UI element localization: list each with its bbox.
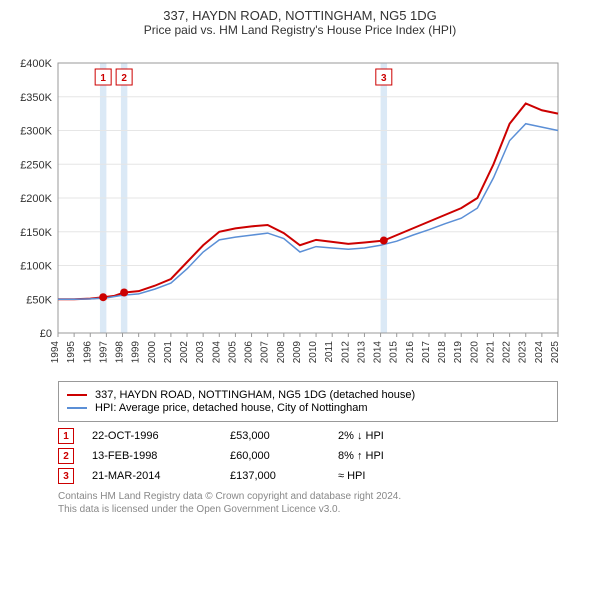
svg-text:2022: 2022 bbox=[502, 341, 513, 364]
svg-text:2013: 2013 bbox=[356, 341, 367, 364]
svg-text:2021: 2021 bbox=[485, 341, 496, 364]
svg-text:£350K: £350K bbox=[20, 92, 52, 104]
sale-marker-2: 2 bbox=[58, 448, 74, 464]
svg-text:£0: £0 bbox=[40, 328, 52, 340]
svg-text:2006: 2006 bbox=[244, 341, 255, 364]
svg-text:2011: 2011 bbox=[324, 341, 335, 363]
sale-date: 13-FEB-1998 bbox=[92, 450, 212, 462]
chart-container: 337, HAYDN ROAD, NOTTINGHAM, NG5 1DG Pri… bbox=[0, 0, 600, 590]
svg-text:2016: 2016 bbox=[405, 341, 416, 364]
svg-text:2001: 2001 bbox=[163, 341, 174, 364]
svg-text:3: 3 bbox=[381, 73, 387, 84]
svg-text:1994: 1994 bbox=[50, 341, 61, 364]
svg-text:2010: 2010 bbox=[308, 341, 319, 364]
svg-text:£400K: £400K bbox=[20, 58, 52, 70]
sale-date: 22-OCT-1996 bbox=[92, 430, 212, 442]
sales-row: 1 22-OCT-1996 £53,000 2% ↓ HPI bbox=[58, 428, 558, 444]
svg-text:1998: 1998 bbox=[115, 341, 126, 364]
svg-text:1995: 1995 bbox=[66, 341, 77, 364]
legend-swatch-property bbox=[67, 394, 87, 396]
svg-text:£100K: £100K bbox=[20, 261, 52, 273]
svg-text:2020: 2020 bbox=[469, 341, 480, 364]
sale-delta: 2% ↓ HPI bbox=[338, 430, 428, 442]
svg-text:1996: 1996 bbox=[82, 341, 93, 364]
chart-subtitle: Price paid vs. HM Land Registry's House … bbox=[10, 23, 590, 37]
attribution-line2: This data is licensed under the Open Gov… bbox=[58, 503, 590, 516]
attribution: Contains HM Land Registry data © Crown c… bbox=[58, 490, 590, 516]
sale-marker-1: 1 bbox=[58, 428, 74, 444]
sales-table: 1 22-OCT-1996 £53,000 2% ↓ HPI 2 13-FEB-1998 £… bbox=[58, 428, 558, 484]
legend-row-property: 337, HAYDN ROAD, NOTTINGHAM, NG5 1DG (de… bbox=[67, 389, 549, 401]
sales-row: 3 21-MAR-2014 £137,000 ≈ HPI bbox=[58, 468, 558, 484]
svg-text:£50K: £50K bbox=[26, 294, 52, 306]
svg-text:2025: 2025 bbox=[550, 341, 561, 364]
legend: 337, HAYDN ROAD, NOTTINGHAM, NG5 1DG (de… bbox=[58, 381, 558, 422]
sale-delta: 8% ↑ HPI bbox=[338, 450, 428, 462]
legend-label-hpi: HPI: Average price, detached house, City… bbox=[95, 402, 368, 414]
svg-text:2023: 2023 bbox=[518, 341, 529, 364]
svg-text:2019: 2019 bbox=[453, 341, 464, 364]
svg-text:£300K: £300K bbox=[20, 126, 52, 138]
sale-price: £137,000 bbox=[230, 470, 320, 482]
svg-text:2007: 2007 bbox=[260, 341, 271, 364]
svg-text:2008: 2008 bbox=[276, 341, 287, 364]
sale-date: 21-MAR-2014 bbox=[92, 470, 212, 482]
legend-row-hpi: HPI: Average price, detached house, City… bbox=[67, 402, 549, 414]
svg-text:2012: 2012 bbox=[340, 341, 351, 364]
svg-text:2015: 2015 bbox=[389, 341, 400, 364]
svg-text:£150K: £150K bbox=[20, 227, 52, 239]
svg-text:2018: 2018 bbox=[437, 341, 448, 364]
svg-text:1997: 1997 bbox=[98, 341, 109, 364]
chart-title: 337, HAYDN ROAD, NOTTINGHAM, NG5 1DG bbox=[10, 8, 590, 23]
svg-text:1: 1 bbox=[100, 73, 106, 84]
chart-area: £0 £50K £100K £150K £200K £250K £300K £350K £400… bbox=[10, 43, 590, 373]
svg-text:2004: 2004 bbox=[211, 341, 222, 364]
svg-text:£250K: £250K bbox=[20, 159, 52, 171]
svg-text:2000: 2000 bbox=[147, 341, 158, 364]
sale-delta: ≈ HPI bbox=[338, 470, 428, 482]
sale-price: £53,000 bbox=[230, 430, 320, 442]
price-chart: £0 £50K £100K £150K £200K £250K £300K £350K £400… bbox=[10, 43, 570, 373]
legend-swatch-hpi bbox=[67, 407, 87, 409]
svg-text:2005: 2005 bbox=[227, 341, 238, 364]
svg-text:2024: 2024 bbox=[534, 341, 545, 364]
svg-text:1999: 1999 bbox=[131, 341, 142, 364]
sales-row: 2 13-FEB-1998 £60,000 8% ↑ HPI bbox=[58, 448, 558, 464]
svg-text:2: 2 bbox=[121, 73, 127, 84]
svg-text:£200K: £200K bbox=[20, 193, 52, 205]
attribution-line1: Contains HM Land Registry data © Crown c… bbox=[58, 490, 590, 503]
svg-text:2017: 2017 bbox=[421, 341, 432, 364]
svg-text:2003: 2003 bbox=[195, 341, 206, 364]
svg-text:2009: 2009 bbox=[292, 341, 303, 364]
legend-label-property: 337, HAYDN ROAD, NOTTINGHAM, NG5 1DG (de… bbox=[95, 389, 415, 401]
svg-text:2014: 2014 bbox=[373, 341, 384, 364]
svg-text:2002: 2002 bbox=[179, 341, 190, 364]
sale-marker-3: 3 bbox=[58, 468, 74, 484]
sale-price: £60,000 bbox=[230, 450, 320, 462]
